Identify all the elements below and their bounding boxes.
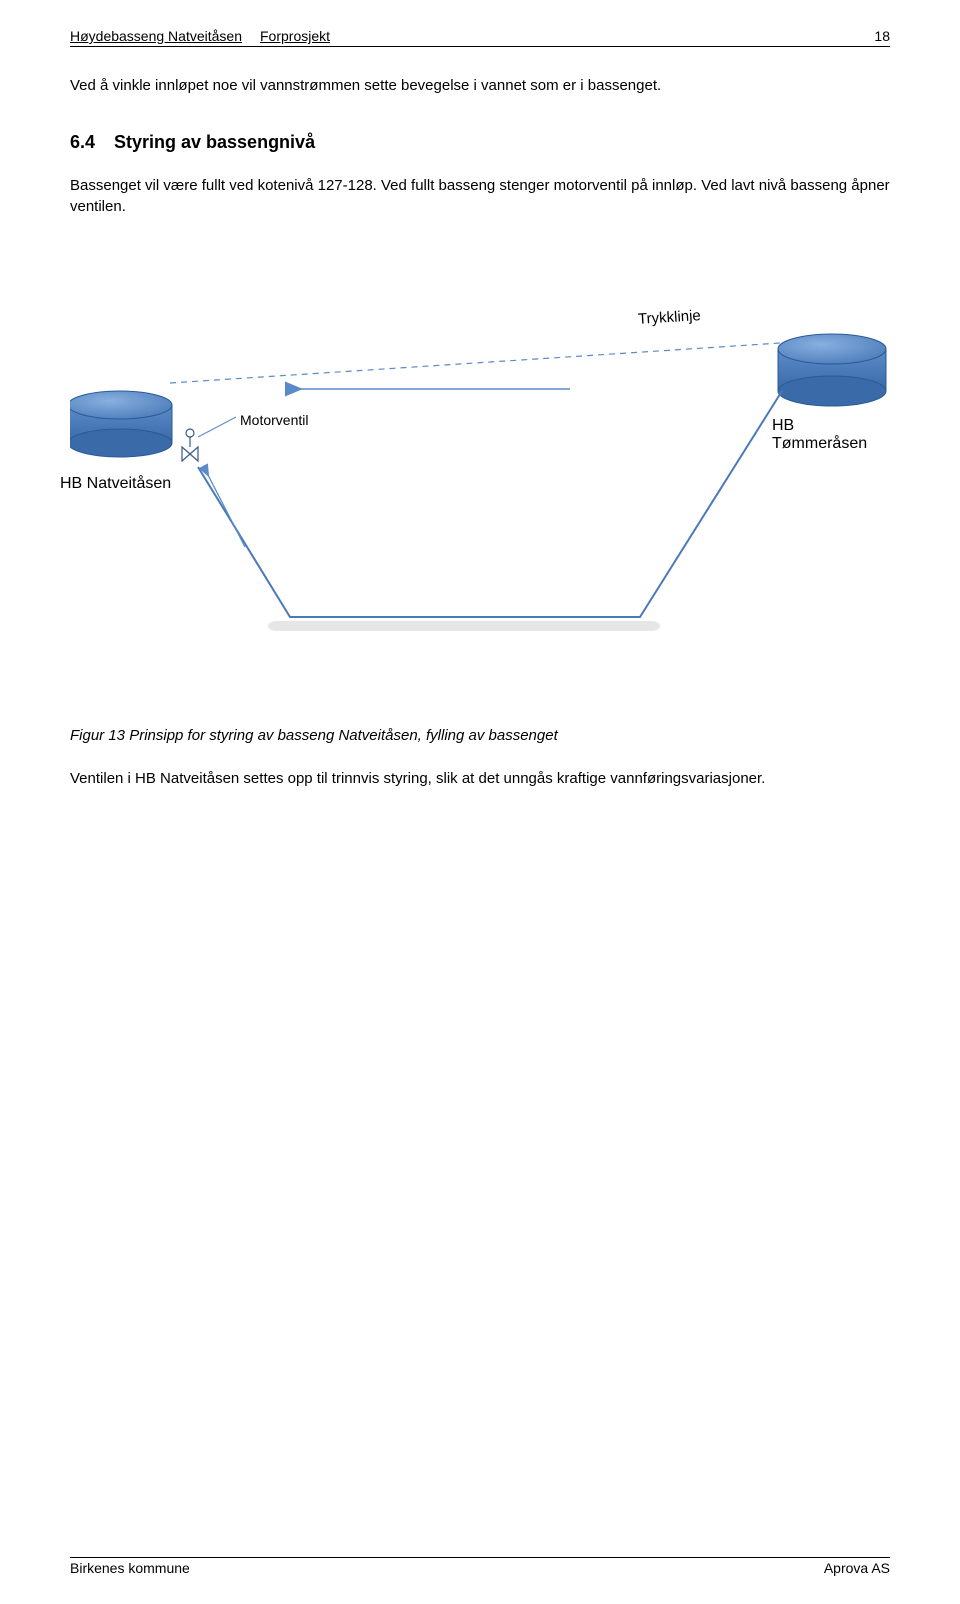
tank-left	[70, 391, 172, 457]
fill-arrow	[208, 475, 245, 547]
page-number: 18	[874, 28, 890, 44]
motorventil-label: Motorventil	[240, 412, 308, 428]
tank-right	[778, 334, 886, 406]
motorventil-icon	[182, 429, 198, 461]
intro-paragraph: Ved å vinkle innløpet noe vil vannstrømm…	[70, 75, 890, 96]
doc-title: Høydebasseng Natveitåsen	[70, 28, 242, 44]
hydraulic-diagram: Trykklinje Motorventil HB Tømmeråsen HB …	[70, 277, 890, 677]
pipe-shadow-left	[268, 621, 284, 631]
doc-subtitle: Forprosjekt	[260, 28, 330, 44]
body-paragraph: Bassenget vil være fullt ved kotenivå 12…	[70, 175, 890, 217]
hb-natveitasen-label: HB Natveitåsen	[60, 475, 171, 493]
pipe-shadow-right	[644, 621, 660, 631]
pipe-shadow	[276, 621, 652, 631]
footer-right: Aprova AS	[824, 1560, 890, 1576]
trykklinje-line	[170, 343, 780, 383]
section-number: 6.4	[70, 132, 114, 153]
diagram-svg	[70, 277, 890, 677]
section-title: Styring av bassengnivå	[114, 132, 315, 152]
header-left: Høydebasseng Natveitåsen Forprosjekt	[70, 28, 330, 44]
section-heading: 6.4Styring av bassengnivå	[70, 132, 890, 153]
footer-left: Birkenes kommune	[70, 1560, 190, 1576]
page-footer: Birkenes kommune Aprova AS	[70, 1557, 890, 1576]
motor-leader-line	[198, 417, 236, 437]
hb-tommerasen-label: HB Tømmeråsen	[772, 417, 890, 453]
figure-caption: Figur 13 Prinsipp for styring av basseng…	[70, 727, 890, 744]
closing-paragraph: Ventilen i HB Natveitåsen settes opp til…	[70, 768, 890, 789]
page-header: Høydebasseng Natveitåsen Forprosjekt 18	[70, 28, 890, 47]
